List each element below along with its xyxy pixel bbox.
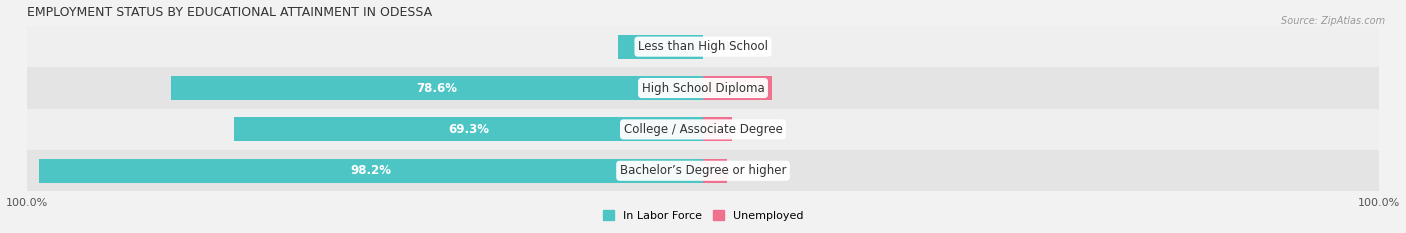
Legend: In Labor Force, Unemployed: In Labor Force, Unemployed [598,206,808,225]
Text: Source: ZipAtlas.com: Source: ZipAtlas.com [1281,16,1385,26]
Bar [703,76,772,100]
Bar [235,117,703,141]
Bar [703,117,733,141]
Bar [27,150,1379,192]
Bar [172,76,703,100]
Bar [27,109,1379,150]
Text: 78.6%: 78.6% [416,82,458,95]
Text: 10.2%: 10.2% [717,82,758,95]
Bar [619,35,703,59]
Bar [703,159,727,183]
Text: 69.3%: 69.3% [449,123,489,136]
Text: 0.0%: 0.0% [710,40,742,53]
Text: Less than High School: Less than High School [638,40,768,53]
Text: College / Associate Degree: College / Associate Degree [624,123,782,136]
Bar [39,159,703,183]
Text: Bachelor’s Degree or higher: Bachelor’s Degree or higher [620,164,786,177]
Bar [27,26,1379,67]
Text: 3.6%: 3.6% [699,164,731,177]
Text: 98.2%: 98.2% [350,164,391,177]
Text: 12.5%: 12.5% [640,40,681,53]
Text: EMPLOYMENT STATUS BY EDUCATIONAL ATTAINMENT IN ODESSA: EMPLOYMENT STATUS BY EDUCATIONAL ATTAINM… [27,6,432,19]
Text: High School Diploma: High School Diploma [641,82,765,95]
Bar [27,67,1379,109]
Text: 4.3%: 4.3% [702,123,734,136]
